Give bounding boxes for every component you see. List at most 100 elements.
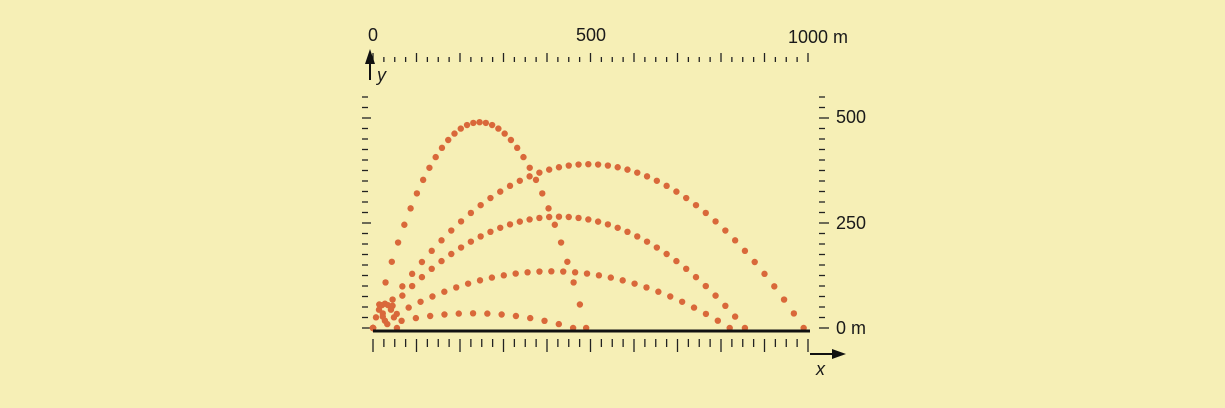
trajectory-dot <box>702 282 709 290</box>
trajectory-dot <box>372 314 380 321</box>
trajectory-dot <box>428 247 435 255</box>
trajectory-dot <box>389 302 396 310</box>
trajectory-dot <box>487 194 494 202</box>
trajectory-dot <box>467 209 475 217</box>
trajectory-dot <box>467 238 475 245</box>
trajectory-dot <box>405 304 412 311</box>
trajectory-dot <box>399 283 406 290</box>
trajectory-dot <box>692 201 700 209</box>
trajectory-dot <box>526 164 533 171</box>
trajectory-dot <box>751 258 758 266</box>
trajectory-dot <box>412 314 420 322</box>
trajectory-dot <box>438 144 446 152</box>
trajectory-dot <box>555 320 563 328</box>
trajectory-dot <box>438 237 445 244</box>
trajectory-dot <box>683 265 690 273</box>
trajectory-dot <box>604 162 612 169</box>
trajectory-dot <box>536 214 543 222</box>
trajectory-dot <box>407 205 414 212</box>
trajectory-dot <box>428 265 435 273</box>
trajectory-dot <box>790 310 798 317</box>
trajectory-dot <box>536 268 543 275</box>
trajectory-dot <box>560 268 567 275</box>
trajectory-dot <box>576 301 584 308</box>
trajectory-dot <box>643 238 651 245</box>
trajectory-dot <box>564 258 571 265</box>
trajectory-dot <box>643 284 650 291</box>
trajectory-dot <box>555 213 563 220</box>
trajectory-dot <box>455 310 462 317</box>
trajectory-dot <box>702 310 710 318</box>
trajectory-dot <box>545 213 553 221</box>
trajectory-dot <box>426 164 433 171</box>
trajectory-dot <box>498 311 505 318</box>
trajectory-dot <box>545 205 552 212</box>
trajectory-dot <box>604 221 612 228</box>
trajectory-dot <box>575 214 582 222</box>
trajectory-dot <box>393 310 400 318</box>
trajectory-dot <box>497 188 504 195</box>
trajectory-dot <box>506 221 514 228</box>
x-axis-name: x <box>815 359 826 379</box>
trajectory-dot <box>441 288 448 295</box>
trajectory-dot <box>448 250 455 258</box>
trajectory-dot <box>551 221 559 228</box>
trajectory-dot <box>690 304 698 311</box>
trajectory-dot <box>497 224 504 231</box>
trajectory-dot <box>394 239 402 246</box>
rulers <box>362 53 829 352</box>
right-label: 500 <box>836 107 866 127</box>
trajectory-dot <box>500 272 507 279</box>
trajectory-dot <box>714 317 722 324</box>
trajectory-dot <box>673 257 680 265</box>
trajectory-dot <box>470 119 477 127</box>
trajectory-dot <box>594 161 602 168</box>
trajectory-dot <box>536 169 543 176</box>
trajectory-dot <box>512 270 519 277</box>
trajectory-dot <box>624 166 631 173</box>
top-label: 1000 m <box>788 27 848 47</box>
trajectory-dot <box>532 176 540 184</box>
trajectory-dot <box>413 190 421 197</box>
trajectory-dot <box>692 273 700 281</box>
trajectory-dot <box>653 244 661 251</box>
trajectory-dot <box>570 279 577 286</box>
trajectory-dot <box>634 233 641 240</box>
trajectory-dot <box>780 296 788 303</box>
trajectory-dot <box>667 293 674 300</box>
trajectory-dot <box>389 296 396 303</box>
trajectory-dot <box>565 213 572 221</box>
trajectory-dot <box>408 270 416 278</box>
trajectory-dot <box>417 298 424 305</box>
trajectory-dot <box>376 301 383 308</box>
trajectory-dot <box>702 209 709 217</box>
trajectory-dot <box>663 250 670 258</box>
trajectory-dot <box>506 182 514 190</box>
trajectory-dot <box>488 274 496 281</box>
trajectory-dot <box>469 310 477 317</box>
trajectory-dot <box>653 177 661 184</box>
trajectory-dot <box>507 136 515 144</box>
trajectory-dot <box>501 130 508 137</box>
trajectory-dot <box>583 270 591 277</box>
trajectory-dot <box>495 125 502 132</box>
trajectory-dot <box>384 320 391 328</box>
trajectory-dot <box>565 162 572 169</box>
trajectory-dot <box>441 311 448 318</box>
trajectory-dot <box>398 317 405 324</box>
trajectory-dot <box>741 247 749 255</box>
trajectory-dot <box>663 182 670 190</box>
trajectory-dot <box>585 161 592 168</box>
trajectory-dot <box>631 280 638 287</box>
trajectory-dot <box>712 218 719 225</box>
trajectory-dot <box>418 258 426 266</box>
trajectory-dot <box>388 258 396 265</box>
trajectory-dot <box>683 194 690 202</box>
trajectory-dot <box>575 161 582 168</box>
trajectory-dot <box>457 244 465 251</box>
trajectory-dot <box>634 169 641 176</box>
x-arrow-head <box>832 349 846 359</box>
trajectory-dot <box>731 237 739 244</box>
trajectory-dot <box>401 221 408 228</box>
